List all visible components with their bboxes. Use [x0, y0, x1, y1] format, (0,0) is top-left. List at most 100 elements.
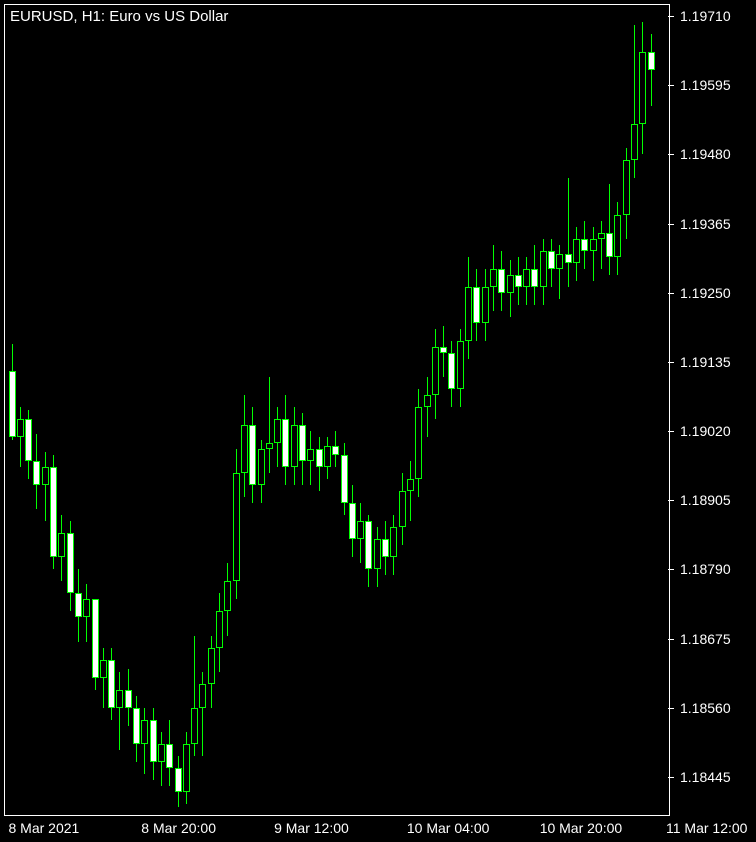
candle-body [125, 690, 132, 708]
chart-title: EURUSD, H1: Euro vs US Dollar [10, 8, 228, 25]
symbol-label: EURUSD [10, 8, 73, 25]
y-tick-mark [668, 16, 674, 17]
candle-body [507, 275, 514, 293]
candle-body [415, 407, 422, 479]
candle-body [133, 708, 140, 744]
candle-wick [119, 672, 120, 750]
candle-body [191, 708, 198, 744]
candle-body [17, 419, 24, 437]
candle-body [349, 503, 356, 539]
candle-body [116, 690, 123, 708]
x-tick-label: 10 Mar 04:00 [407, 820, 490, 836]
y-tick-label: 1.19250 [678, 285, 756, 301]
candle-body [158, 744, 165, 762]
candle-body [299, 425, 306, 461]
candle-body [390, 527, 397, 557]
candle-body [216, 611, 223, 647]
y-tick: 1.18905 [678, 492, 756, 508]
y-tick-label: 1.19135 [678, 354, 756, 370]
x-tick-label: 11 Mar 12:00 [666, 820, 747, 836]
candle-body [448, 353, 455, 389]
candle-wick [651, 34, 652, 106]
y-tick: 1.19480 [678, 146, 756, 162]
candle-body [324, 446, 331, 467]
timeframe-label: H1 [82, 8, 101, 25]
candle-body [108, 660, 115, 708]
candle-wick [410, 461, 411, 521]
candle-body [606, 233, 613, 257]
candle-body [531, 269, 538, 287]
candle-body [432, 347, 439, 395]
candle-body [150, 720, 157, 762]
candle-wick [427, 377, 428, 437]
candle-body [307, 449, 314, 461]
candle-wick [103, 648, 104, 708]
plot-area[interactable] [4, 4, 670, 816]
candle-body [631, 124, 638, 160]
candle-body [175, 768, 182, 792]
candle-body [540, 251, 547, 287]
x-tick: 9 Mar 12:00 [274, 820, 349, 842]
x-tick: 11 Mar 12:00 [666, 820, 747, 842]
y-tick-mark [668, 708, 674, 709]
candle-body [233, 473, 240, 581]
candle-body [224, 581, 231, 611]
candle-body [565, 254, 572, 263]
x-tick-label: 8 Mar 2021 [9, 820, 80, 836]
y-tick: 1.19710 [678, 8, 756, 24]
candle-body [407, 479, 414, 491]
y-tick-mark [668, 777, 674, 778]
x-tick-label: 8 Mar 20:00 [141, 820, 216, 836]
y-tick-label: 1.18790 [678, 561, 756, 577]
candle-body [590, 239, 597, 251]
candle-body [357, 521, 364, 539]
x-tick: 10 Mar 04:00 [407, 820, 490, 842]
candle-wick [45, 452, 46, 521]
candle-body [623, 160, 630, 214]
candle-body [266, 443, 273, 449]
candle-body [365, 521, 372, 569]
y-tick: 1.18790 [678, 561, 756, 577]
candle-body [598, 233, 605, 239]
candle-body [67, 533, 74, 593]
candle-body [249, 425, 256, 485]
candle-body [382, 539, 389, 557]
candle-body [424, 395, 431, 407]
candle-body [473, 287, 480, 323]
y-tick: 1.19595 [678, 77, 756, 93]
candle-body [25, 419, 32, 461]
y-tick-label: 1.18675 [678, 631, 756, 647]
candle-body [482, 287, 489, 323]
chart-container: EURUSD, H1: Euro vs US Dollar 1.184451.1… [0, 0, 756, 842]
candle-body [92, 599, 99, 677]
y-tick-mark [668, 500, 674, 501]
y-tick-label: 1.18560 [678, 700, 756, 716]
y-tick-label: 1.19365 [678, 216, 756, 232]
y-tick: 1.19365 [678, 216, 756, 232]
candle-body [556, 254, 563, 269]
candle-body [573, 239, 580, 263]
candle-body [291, 425, 298, 467]
y-tick: 1.19020 [678, 423, 756, 439]
candle-body [515, 275, 522, 287]
candle-body [548, 251, 555, 269]
candle-body [199, 684, 206, 708]
candle-body [166, 744, 173, 768]
candle-body [316, 449, 323, 467]
candle-body [42, 467, 49, 485]
candle-wick [269, 377, 270, 473]
candle-body [274, 419, 281, 443]
candle-wick [20, 407, 21, 467]
candle-body [208, 648, 215, 684]
candle-body [581, 239, 588, 251]
candle-body [648, 52, 655, 70]
candle-body [9, 371, 16, 437]
description-label: Euro vs US Dollar [109, 8, 228, 25]
y-tick: 1.19250 [678, 285, 756, 301]
candle-wick [593, 227, 594, 281]
y-tick-mark [668, 293, 674, 294]
candle-body [498, 269, 505, 293]
candle-body [141, 720, 148, 744]
y-tick: 1.18560 [678, 700, 756, 716]
x-tick: 10 Mar 20:00 [540, 820, 623, 842]
